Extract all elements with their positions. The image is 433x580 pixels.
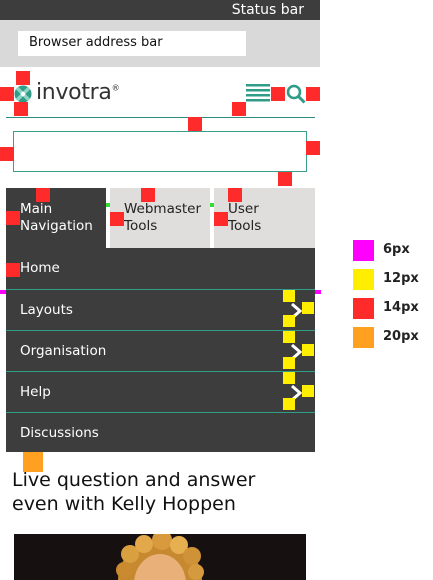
legend-label: 6px: [383, 242, 410, 257]
spacing-marker-14px: [6, 263, 20, 277]
legend-label: 20px: [383, 329, 419, 344]
spacing-marker-12px: [283, 315, 295, 327]
logo[interactable]: invotra®: [36, 80, 120, 105]
nav-item-home[interactable]: Home: [6, 248, 315, 289]
nav-tabs: Main Navigation Webmaster Tools User Too…: [6, 188, 315, 248]
spacing-marker-14px: [14, 102, 28, 116]
spacing-marker-14px: [0, 147, 14, 161]
tab-webmaster-tools[interactable]: Webmaster Tools: [110, 188, 210, 248]
spacing-marker-14px: [36, 188, 50, 202]
legend-label: 12px: [383, 271, 419, 286]
spacing-marker-gap: [106, 203, 110, 207]
tab-label: Tools: [124, 218, 158, 234]
search-input[interactable]: [13, 131, 307, 172]
nav-item-label: Help: [20, 384, 51, 400]
status-bar: Status bar: [0, 0, 320, 20]
spacing-marker-14px: [110, 212, 124, 226]
spacing-marker-14px: [16, 71, 30, 85]
spacing-marker-12px: [302, 385, 314, 397]
logo-registered-mark: ®: [111, 83, 120, 93]
spacing-marker-14px: [278, 172, 292, 186]
spacing-marker-14px: [306, 87, 320, 101]
spacing-marker-14px: [271, 87, 285, 101]
status-bar-label: Status bar: [231, 2, 304, 18]
main-navigation-menu: Home Layouts Organisation Help Discussio…: [6, 248, 315, 452]
logo-icon: [14, 85, 32, 103]
nav-item-layouts[interactable]: Layouts: [6, 289, 315, 330]
spacing-marker-6px: [315, 290, 321, 294]
legend-label: 14px: [383, 300, 419, 315]
search-icon[interactable]: [286, 84, 306, 104]
address-bar-label: Browser address bar: [29, 35, 163, 50]
tab-label: Webmaster: [124, 201, 202, 217]
spacing-marker-12px: [302, 302, 314, 314]
spacing-marker-14px: [0, 87, 14, 101]
article-image[interactable]: [14, 534, 306, 580]
spacing-marker-12px: [302, 344, 314, 356]
spacing-marker-12px: [283, 372, 295, 384]
chevron-right-icon[interactable]: [290, 344, 302, 360]
tab-label: User: [228, 201, 259, 217]
spacing-marker-14px: [228, 188, 242, 202]
spacing-marker-gap: [210, 203, 214, 207]
menu-icon[interactable]: [246, 84, 270, 102]
spacing-marker-6px: [0, 290, 6, 294]
tab-label: Tools: [228, 218, 262, 234]
article-title-line: even with Kelly Hoppen: [12, 493, 236, 515]
nav-item-label: Layouts: [20, 302, 73, 318]
spacing-marker-14px: [6, 211, 20, 225]
site-header: invotra®: [6, 70, 315, 118]
logo-text: invotra: [36, 80, 112, 105]
spacing-marker-14px: [141, 188, 155, 202]
browser-chrome: Browser address bar: [0, 20, 320, 67]
chevron-right-icon[interactable]: [290, 385, 302, 401]
nav-item-organisation[interactable]: Organisation: [6, 330, 315, 371]
tab-label: Navigation: [20, 218, 93, 234]
spacing-marker-20px: [23, 452, 43, 472]
spacing-marker-12px: [283, 357, 295, 369]
nav-item-discussions[interactable]: Discussions: [6, 412, 315, 453]
portrait-image: [14, 534, 306, 580]
legend-swatch: [353, 327, 374, 348]
legend-swatch: [353, 298, 374, 319]
spacing-marker-12px: [283, 398, 295, 410]
nav-item-label: Organisation: [20, 343, 107, 359]
spacing-marker-14px: [232, 102, 246, 116]
spacing-marker-14px: [214, 212, 228, 226]
article-title-line: Live question and answer: [12, 469, 256, 491]
address-bar[interactable]: Browser address bar: [18, 31, 246, 56]
nav-item-label: Home: [20, 260, 60, 276]
tab-label: Main: [20, 201, 53, 217]
tab-main-navigation[interactable]: Main Navigation: [6, 188, 106, 248]
article-title[interactable]: Live question and answer even with Kelly…: [12, 468, 272, 516]
spacing-marker-14px: [306, 141, 320, 155]
nav-item-help[interactable]: Help: [6, 371, 315, 412]
spacing-marker-12px: [283, 331, 295, 343]
legend-swatch: [353, 240, 374, 261]
nav-item-label: Discussions: [20, 425, 99, 441]
legend-swatch: [353, 269, 374, 290]
spacing-marker-14px: [188, 117, 202, 131]
spacing-marker-12px: [283, 290, 295, 302]
